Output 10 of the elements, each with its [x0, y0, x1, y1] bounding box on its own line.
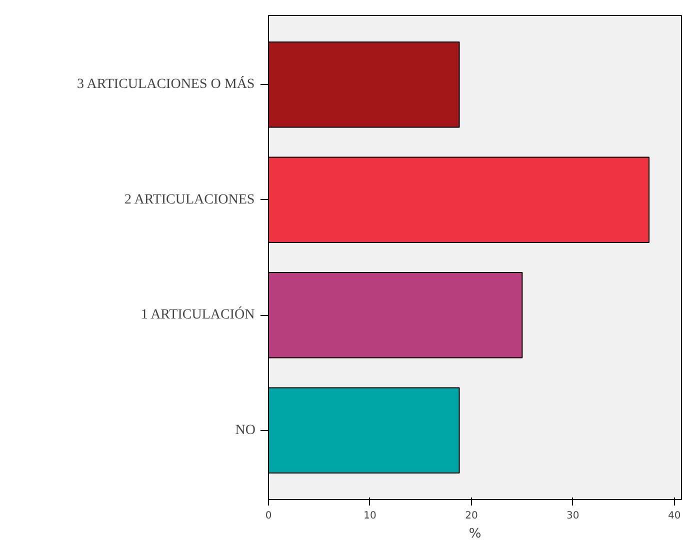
x-tick-label: 40 — [668, 510, 681, 522]
y-tick-label: 1 ARTICULACIÓN — [140, 306, 255, 323]
y-tick-label: 2 ARTICULACIONES — [124, 192, 255, 208]
x-tick-label: 30 — [566, 510, 580, 522]
y-tick-label: 3 ARTICULACIONES O MÁS — [77, 75, 255, 92]
y-tick-label: NO — [235, 422, 256, 438]
x-axis-title: % — [468, 526, 482, 542]
x-tick-label: 20 — [465, 510, 478, 522]
x-tick-label: 10 — [364, 510, 376, 522]
x-tick-label: 0 — [265, 510, 272, 522]
